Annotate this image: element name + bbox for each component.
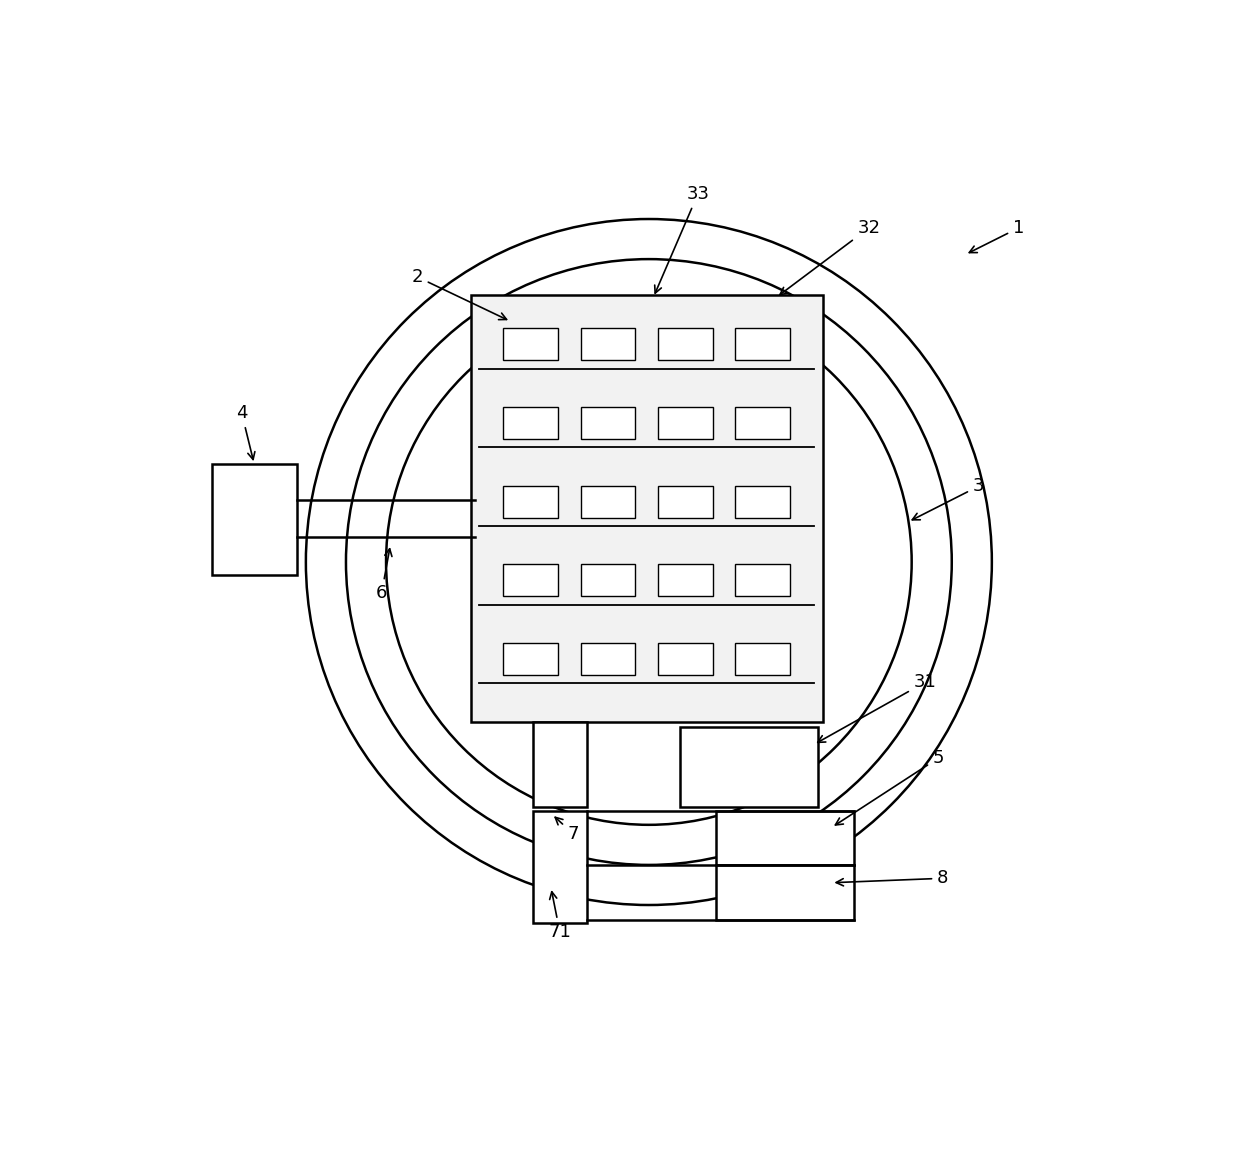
Text: 5: 5 [836,749,944,825]
Text: 4: 4 [236,404,255,459]
Bar [503,329,558,360]
Bar [735,565,790,596]
Text: 31: 31 [817,673,936,743]
Bar [735,486,790,517]
Bar [658,329,713,360]
Text: 7: 7 [556,817,579,842]
Bar [715,865,854,920]
Bar [471,295,822,722]
Bar [658,643,713,675]
Bar [735,407,790,439]
Bar [212,464,296,575]
Bar [658,565,713,596]
Bar [580,643,635,675]
Text: 32: 32 [780,219,880,295]
Bar [533,722,587,808]
Text: 33: 33 [655,185,709,293]
Bar [715,811,854,865]
Bar [503,565,558,596]
Bar [658,407,713,439]
Bar [503,407,558,439]
Bar [658,486,713,517]
Text: 2: 2 [412,268,507,319]
Bar [735,329,790,360]
Bar [503,486,558,517]
Text: 6: 6 [376,548,392,602]
Text: 3: 3 [913,478,985,519]
Bar [580,407,635,439]
Bar [580,565,635,596]
Text: 71: 71 [548,892,572,941]
Bar [503,643,558,675]
Bar [580,486,635,517]
Text: 8: 8 [836,869,949,887]
Bar [735,643,790,675]
Bar [580,329,635,360]
Bar [533,811,587,923]
Text: 1: 1 [970,219,1024,252]
Bar [680,727,818,808]
